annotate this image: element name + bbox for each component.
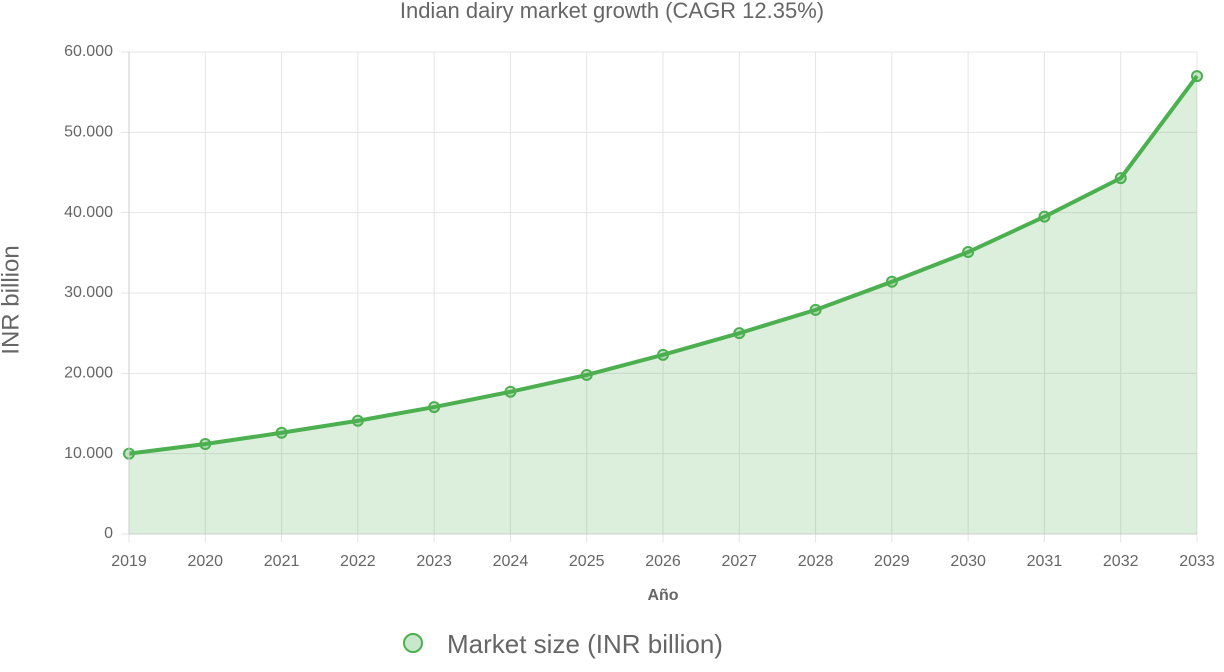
point bbox=[733, 327, 746, 340]
point bbox=[1191, 70, 1203, 83]
x-tick-label: 2025 bbox=[569, 553, 605, 570]
chart-title: Indian dairy market growth (CAGR 12.35%) bbox=[400, 0, 824, 23]
legend-marker bbox=[403, 633, 423, 653]
point bbox=[504, 385, 517, 398]
x-tick-label: 2029 bbox=[874, 553, 910, 570]
point bbox=[809, 303, 822, 316]
x-tick-label: 2024 bbox=[493, 553, 529, 570]
y-tick-label: 0 bbox=[104, 525, 113, 542]
point bbox=[428, 401, 441, 414]
y-tick-label: 30.000 bbox=[64, 284, 113, 301]
y-axis-label: INR billion bbox=[0, 245, 24, 354]
x-tick-label: 2023 bbox=[416, 553, 452, 570]
legend-label: Market size (INR billion) bbox=[447, 629, 723, 659]
x-tick-label: 2027 bbox=[721, 553, 757, 570]
point bbox=[962, 246, 975, 259]
y-tick-label: 50.000 bbox=[64, 124, 113, 141]
area bbox=[129, 76, 1197, 534]
x-tick-label: 2033 bbox=[1179, 553, 1215, 570]
point bbox=[1114, 172, 1127, 185]
point bbox=[275, 426, 288, 439]
y-tick-label: 10.000 bbox=[64, 445, 113, 462]
point bbox=[1038, 210, 1051, 223]
x-tick-label: 2032 bbox=[1103, 553, 1139, 570]
point bbox=[351, 414, 364, 427]
x-axis-label: Año bbox=[647, 587, 678, 604]
y-tick-label: 20.000 bbox=[64, 365, 113, 382]
x-tick-label: 2031 bbox=[1027, 553, 1063, 570]
line bbox=[128, 74, 1199, 456]
y-tick-label: 40.000 bbox=[64, 204, 113, 221]
x-tick-label: 2021 bbox=[264, 553, 300, 570]
x-tick-label: 2030 bbox=[950, 553, 986, 570]
x-tick-label: 2026 bbox=[645, 553, 681, 570]
x-tick-label: 2020 bbox=[187, 553, 223, 570]
point bbox=[580, 368, 593, 381]
y-tick-label: 60.000 bbox=[64, 43, 113, 60]
x-tick-label: 2028 bbox=[798, 553, 834, 570]
point bbox=[199, 438, 212, 451]
x-tick-label: 2022 bbox=[340, 553, 376, 570]
x-tick-label: 2019 bbox=[111, 553, 147, 570]
point bbox=[657, 348, 669, 361]
point bbox=[885, 275, 898, 288]
